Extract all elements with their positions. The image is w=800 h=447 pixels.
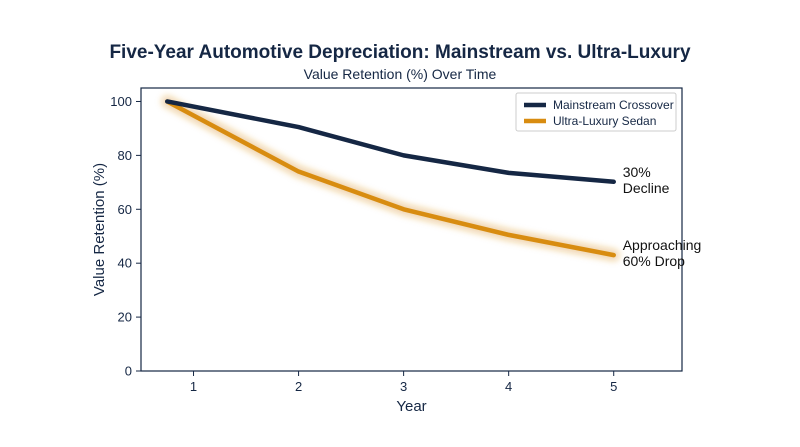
series-line-mainstream-crossover: [165, 99, 616, 185]
x-tick-label: 3: [400, 379, 407, 394]
y-tick-label: 100: [110, 94, 132, 109]
x-tick-label: 4: [505, 379, 512, 394]
y-tick-label: 80: [118, 148, 132, 163]
plot-frame: [140, 87, 683, 372]
legend-entry: Mainstream Crossover: [553, 98, 674, 112]
x-axis-label: Year: [396, 398, 426, 415]
y-tick-label: 20: [118, 310, 132, 325]
y-axis-label: Value Retention (%): [91, 163, 108, 296]
y-tick-label: 40: [118, 256, 132, 271]
end-annotation: 30% Decline: [623, 164, 670, 196]
legend-box: [515, 92, 677, 132]
end-annotation: Approaching 60% Drop: [623, 237, 702, 269]
plot-area: 0 20 40 60 80 100 1 2 3 4 5 30% Decline Approaching 60…: [110, 87, 702, 394]
legend-entry: Ultra-Luxury Sedan: [553, 114, 656, 128]
x-tick-label: 5: [610, 379, 617, 394]
series-line-ultra-luxury-sedan: [165, 99, 616, 258]
x-tick-label: 2: [295, 379, 302, 394]
chart-subtitle: Value Retention (%) Over Time: [304, 66, 497, 82]
legend: Mainstream Crossover Ultra-Luxury Sedan: [515, 92, 677, 132]
x-tick-label: 1: [190, 379, 197, 394]
y-tick-label: 60: [118, 202, 132, 217]
y-tick-label: 0: [125, 364, 132, 379]
chart-title: Five-Year Automotive Depreciation: Mains…: [109, 42, 691, 63]
